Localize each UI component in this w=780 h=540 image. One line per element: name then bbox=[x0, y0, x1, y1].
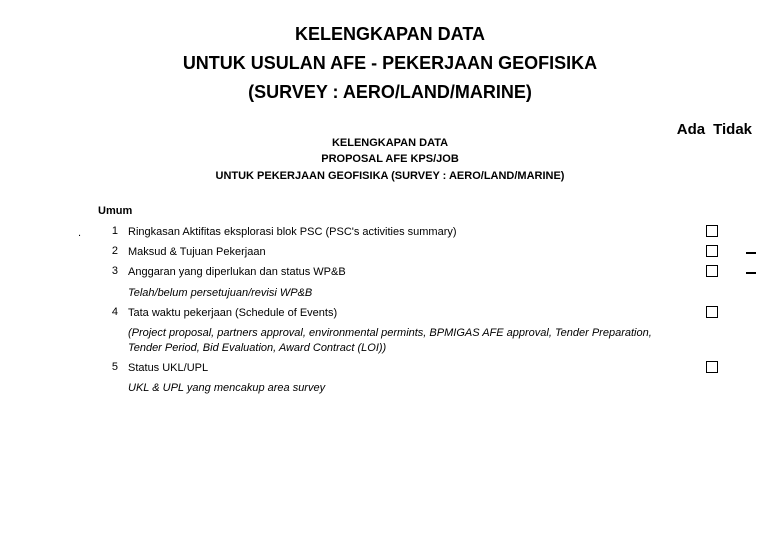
item-text: Status UKL/UPL bbox=[128, 361, 780, 375]
item-num: 2 bbox=[100, 245, 118, 257]
item-num: 1 bbox=[100, 225, 118, 237]
title-line-2: UNTUK USULAN AFE - PEKERJAAN GEOFISIKA bbox=[0, 53, 780, 74]
checkbox-tidak-2[interactable] bbox=[746, 252, 756, 254]
item-num: 3 bbox=[100, 265, 118, 277]
item-row-4: 4 Tata waktu pekerjaan (Schedule of Even… bbox=[0, 306, 780, 320]
item-row-3: 3 Anggaran yang diperlukan dan status WP… bbox=[0, 265, 780, 279]
subheader-line-3: UNTUK PEKERJAAN GEOFISIKA (SURVEY : AERO… bbox=[0, 169, 780, 183]
item-row-5: 5 Status UKL/UPL bbox=[0, 361, 780, 375]
subheader-line-2: PROPOSAL AFE KPS/JOB bbox=[0, 152, 780, 166]
item-text: Maksud & Tujuan Pekerjaan bbox=[128, 245, 780, 259]
subheader-line-1: KELENGKAPAN DATA bbox=[0, 136, 780, 150]
item-num: 5 bbox=[100, 361, 118, 373]
title-line-1: KELENGKAPAN DATA bbox=[0, 24, 780, 45]
checkbox-ada-2[interactable] bbox=[706, 245, 718, 257]
checkbox-tidak-3[interactable] bbox=[746, 272, 756, 274]
item-3-note: Telah/belum persetujuan/revisi WP&B bbox=[128, 286, 780, 300]
section-label-umum: Umum bbox=[98, 205, 780, 217]
checkbox-ada-5[interactable] bbox=[706, 361, 718, 373]
item-4-note: (Project proposal, partners approval, en… bbox=[128, 326, 780, 355]
item-text: Anggaran yang diperlukan dan status WP&B bbox=[128, 265, 780, 279]
subheader-block: KELENGKAPAN DATA PROPOSAL AFE KPS/JOB UN… bbox=[0, 136, 780, 183]
item-num: 4 bbox=[100, 306, 118, 318]
checkbox-ada-4[interactable] bbox=[706, 306, 718, 318]
col-ada-label: Ada bbox=[677, 121, 705, 138]
item-text: Tata waktu pekerjaan (Schedule of Events… bbox=[128, 306, 780, 320]
col-tidak-label: Tidak bbox=[713, 121, 752, 138]
item-row-1: 1 Ringkasan Aktifitas eksplorasi blok PS… bbox=[0, 225, 780, 239]
item-text: Ringkasan Aktifitas eksplorasi blok PSC … bbox=[128, 225, 780, 239]
item-5-note: UKL & UPL yang mencakup area survey bbox=[128, 381, 780, 395]
item-row-2: 2 Maksud & Tujuan Pekerjaan bbox=[0, 245, 780, 259]
title-line-3: (SURVEY : AERO/LAND/MARINE) bbox=[0, 82, 780, 103]
checkbox-ada-3[interactable] bbox=[706, 265, 718, 277]
items-list: 1 Ringkasan Aktifitas eksplorasi blok PS… bbox=[0, 225, 780, 396]
checkbox-ada-1[interactable] bbox=[706, 225, 718, 237]
